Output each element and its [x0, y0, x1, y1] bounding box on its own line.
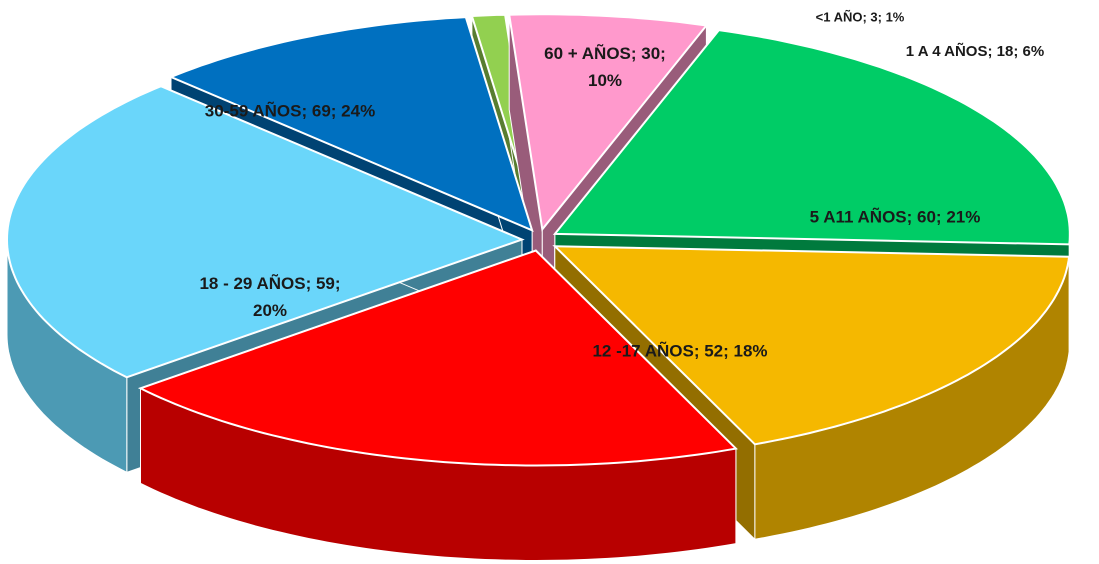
- data-label-line: 18 - 29 AÑOS; 59;: [199, 273, 340, 293]
- slice-top: [552, 29, 1071, 246]
- data-label-line: 10%: [588, 71, 622, 90]
- slice-top: [137, 249, 738, 467]
- data-label: 60 + AÑOS; 30; 10%: [544, 43, 666, 90]
- slice-top: [5, 85, 525, 379]
- data-label: 30-59 AÑOS; 69; 24%: [205, 100, 375, 120]
- slice-top: [552, 245, 1071, 446]
- data-label: 18 - 29 AÑOS; 59; 20%: [199, 273, 340, 320]
- slice-top: [168, 16, 534, 233]
- slice: 18 - 29 AÑOS: [137, 249, 738, 561]
- data-label: <1 AÑO; 3; 1%: [816, 9, 905, 24]
- slice-top: [508, 13, 709, 232]
- data-label-line: 20%: [253, 301, 287, 320]
- data-label-line: 60 + AÑOS; 30;: [544, 43, 666, 63]
- data-label: 12 -17 AÑOS; 52; 18%: [592, 340, 767, 360]
- data-label: 1 A 4 AÑOS; 18; 6%: [906, 42, 1044, 60]
- data-label: 5 A11 AÑOS; 60; 21%: [810, 206, 981, 226]
